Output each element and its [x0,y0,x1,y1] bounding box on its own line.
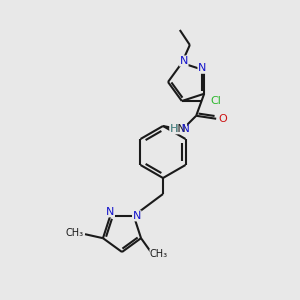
Text: O: O [219,114,228,124]
Text: N: N [180,56,188,66]
Text: N: N [178,124,190,134]
Text: Cl: Cl [210,96,221,106]
Text: CH₃: CH₃ [66,228,84,238]
Text: N: N [106,207,114,217]
Text: H: H [170,124,178,134]
Text: N: N [133,211,141,221]
Text: N: N [198,63,206,73]
Text: CH₃: CH₃ [150,249,168,259]
Text: HN: HN [170,124,187,134]
